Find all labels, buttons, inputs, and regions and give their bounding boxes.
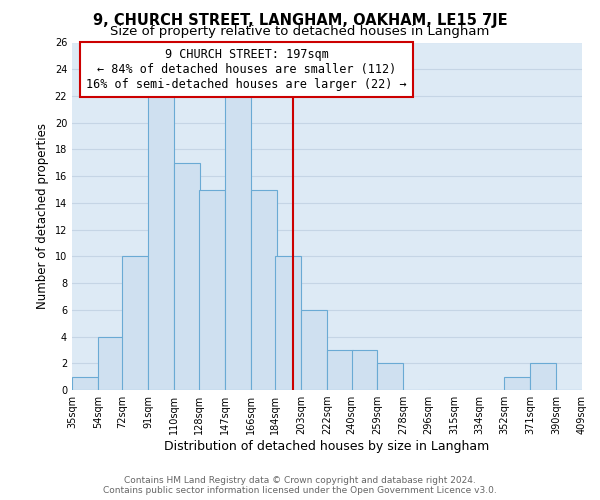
Bar xyxy=(199,190,225,390)
X-axis label: Distribution of detached houses by size in Langham: Distribution of detached houses by size … xyxy=(164,440,490,453)
Text: 9 CHURCH STREET: 197sqm
← 84% of detached houses are smaller (112)
16% of semi-d: 9 CHURCH STREET: 197sqm ← 84% of detache… xyxy=(86,48,407,91)
Y-axis label: Number of detached properties: Number of detached properties xyxy=(36,123,49,309)
Bar xyxy=(327,350,353,390)
Bar xyxy=(251,190,277,390)
Text: Contains HM Land Registry data © Crown copyright and database right 2024.
Contai: Contains HM Land Registry data © Crown c… xyxy=(103,476,497,495)
Bar xyxy=(98,336,124,390)
Bar xyxy=(530,364,556,390)
Bar xyxy=(352,350,377,390)
Bar xyxy=(148,96,174,390)
Bar xyxy=(504,376,530,390)
Bar xyxy=(225,96,251,390)
Bar xyxy=(174,163,200,390)
Bar xyxy=(72,376,98,390)
Text: 9, CHURCH STREET, LANGHAM, OAKHAM, LE15 7JE: 9, CHURCH STREET, LANGHAM, OAKHAM, LE15 … xyxy=(92,12,508,28)
Bar xyxy=(301,310,327,390)
Bar xyxy=(377,364,403,390)
Bar xyxy=(122,256,148,390)
Text: Size of property relative to detached houses in Langham: Size of property relative to detached ho… xyxy=(110,25,490,38)
Bar xyxy=(275,256,301,390)
